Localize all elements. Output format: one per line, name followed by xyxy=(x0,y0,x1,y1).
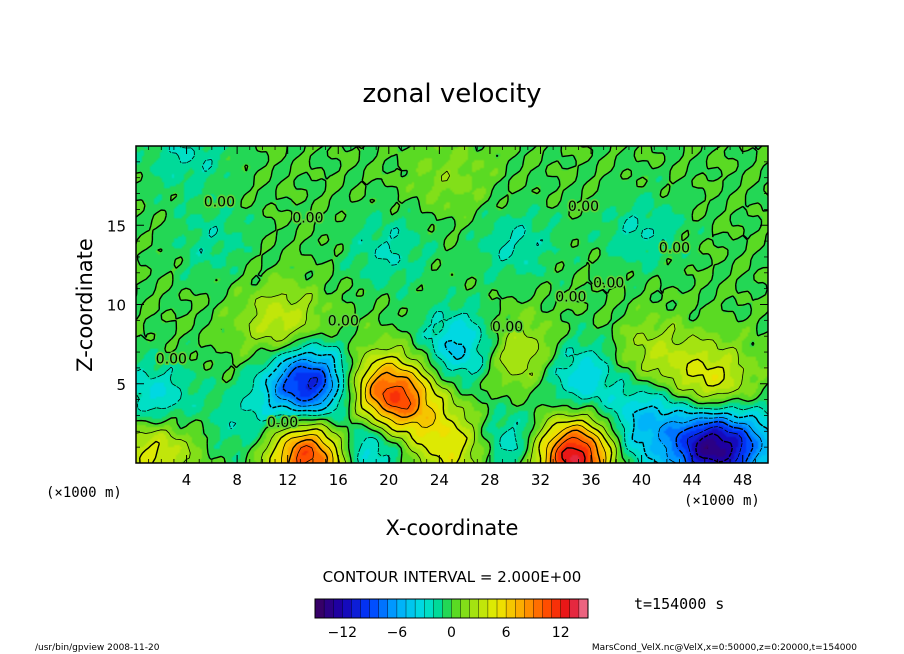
colorbar-tick-label: 0 xyxy=(447,625,456,641)
y-tick-label: 10 xyxy=(107,297,126,315)
colorbar-swatch xyxy=(333,598,343,619)
contour-label: 0.00 xyxy=(204,194,235,210)
velocity-field-image xyxy=(136,146,768,463)
contour-label: 0.00 xyxy=(156,351,187,367)
x-axis-label: X-coordinate xyxy=(386,516,519,540)
colorbar-swatch xyxy=(351,598,361,619)
colorbar-swatch xyxy=(442,598,452,619)
x-tick-label: 24 xyxy=(430,471,449,489)
contour-level-neg2 xyxy=(136,146,768,463)
x-tick-label: 44 xyxy=(683,471,702,489)
colorbar-swatch xyxy=(551,598,562,619)
contour-level-neg6 xyxy=(274,359,763,463)
contour-level-neg10 xyxy=(307,377,743,463)
contour-level-12 xyxy=(561,447,586,463)
colorbar-swatch xyxy=(460,598,471,619)
y-tick-label: 5 xyxy=(116,376,126,394)
colorbar-swatch xyxy=(360,598,371,619)
colorbar-swatch xyxy=(533,598,544,619)
colorbar-swatch xyxy=(342,598,352,619)
colorbar-tick-label: −6 xyxy=(387,625,408,641)
colorbar-swatch xyxy=(387,598,398,619)
contour-label: 0.00 xyxy=(492,320,523,336)
colorbar-swatch xyxy=(469,598,480,619)
colorbar-swatch xyxy=(396,598,407,619)
colorbar-swatch xyxy=(578,598,589,619)
x-tick-label: 20 xyxy=(379,471,398,489)
x-tick-label: 4 xyxy=(182,471,192,489)
contour-label: 0.00 xyxy=(267,415,298,431)
plot-area: 0.00 0.00 0.00 0.00 0.00 0.00 0.00 0.00 0.00 0.00 xyxy=(135,145,769,464)
colorbar-swatch xyxy=(542,598,553,619)
colorbar-swatch xyxy=(369,598,380,619)
colorbar-swatch xyxy=(478,598,489,619)
time-label: t=154000 s xyxy=(634,595,724,613)
x-tick-label: 28 xyxy=(480,471,499,489)
colorbar-tick-label: 6 xyxy=(502,625,511,641)
colorbar-swatch xyxy=(496,598,507,619)
contour-level-6 xyxy=(281,362,607,463)
x-axis: 4 8 12 16 20 24 28 32 36 40 44 48 xyxy=(148,146,756,489)
colorbar-ticks: −12 −6 0 6 12 xyxy=(328,625,570,641)
contour-level-8 xyxy=(287,371,601,463)
x-unit-left: (×1000 m) xyxy=(46,485,122,501)
colorbar: −12 −6 0 6 12 xyxy=(314,598,589,641)
x-tick-label: 32 xyxy=(531,471,550,489)
contour-label: 0.00 xyxy=(568,199,599,215)
x-tick-label: 16 xyxy=(329,471,348,489)
colorbar-swatch xyxy=(560,598,571,619)
colorbar-swatch xyxy=(433,598,443,619)
colorbar-swatch xyxy=(524,598,534,619)
y-tick-label: 15 xyxy=(107,217,126,235)
contour-level-neg12 xyxy=(695,432,733,463)
colorbar-swatch xyxy=(405,598,416,619)
x-tick-label: 40 xyxy=(632,471,651,489)
contour-label: 0.00 xyxy=(328,313,359,329)
colorbar-tick-label: −12 xyxy=(328,625,358,641)
colorbar-swatch xyxy=(569,598,580,619)
colorbar-frame xyxy=(314,598,589,619)
contour-label: 0.00 xyxy=(593,275,624,291)
contour-level-4 xyxy=(139,355,725,463)
contour-level-2 xyxy=(136,170,744,463)
contour-label: 0.00 xyxy=(292,210,323,226)
colorbar-tick-label: 12 xyxy=(552,625,570,641)
contour-interval-label: CONTOUR INTERVAL = 2.000E+00 xyxy=(323,568,582,586)
colorbar-swatch xyxy=(505,598,516,619)
colorbar-swatch xyxy=(424,598,434,619)
x-tick-label: 36 xyxy=(581,471,600,489)
contour-level-neg8 xyxy=(282,365,754,463)
colorbar-swatch xyxy=(515,598,525,619)
colorbar-swatches xyxy=(314,598,589,619)
footer-right: MarsCond_VelX.nc@VelX,x=0:50000,z=0:2000… xyxy=(592,643,857,653)
colorbar-swatch xyxy=(487,598,498,619)
colorbar-swatch xyxy=(378,598,389,619)
colorbar-swatch xyxy=(323,598,334,619)
y-axis-label: Z-coordinate xyxy=(73,238,97,372)
y-axis: 5 10 15 xyxy=(107,161,768,448)
contour-label: 0.00 xyxy=(555,290,586,306)
chart-title: zonal velocity xyxy=(362,79,541,109)
contour-labels: 0.00 0.00 0.00 0.00 0.00 0.00 0.00 0.00 0.00 0.00 xyxy=(154,193,691,432)
colorbar-swatch xyxy=(314,598,325,619)
x-unit-right: (×1000 m) xyxy=(684,493,760,509)
contour-level-0 xyxy=(136,146,768,463)
colorbar-swatch xyxy=(414,598,425,619)
x-tick-label: 48 xyxy=(733,471,752,489)
contour-label: 0.00 xyxy=(659,240,690,256)
contour-lines xyxy=(136,146,768,463)
colorbar-swatch xyxy=(451,598,462,619)
footer-left: /usr/bin/gpview 2008-11-20 xyxy=(35,643,160,653)
x-tick-label: 8 xyxy=(232,471,242,489)
x-tick-label: 12 xyxy=(278,471,297,489)
